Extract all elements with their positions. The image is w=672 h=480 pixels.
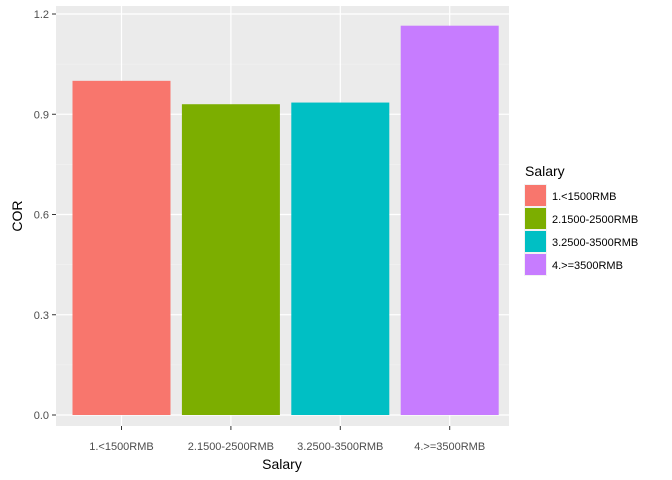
y-tick-label: 0.3	[34, 310, 49, 322]
y-axis: 0.0 0.3 0.6 0.9 1.2	[34, 9, 56, 422]
legend-label-1: 1.<1500RMB	[552, 191, 617, 203]
legend: Salary 1.<1500RMB 2.1500-2500RMB 3.2500-35…	[524, 163, 638, 276]
y-tick-label: 0.9	[34, 109, 49, 121]
legend-swatch-1	[525, 185, 546, 206]
x-tick-label: 2.1500-2500RMB	[188, 441, 274, 453]
legend-label-3: 3.2500-3500RMB	[552, 237, 638, 249]
y-tick-label: 0.0	[34, 410, 49, 422]
y-tick-label: 1.2	[34, 9, 49, 21]
x-tick-label: 1.<1500RMB	[89, 441, 154, 453]
legend-swatch-4	[525, 254, 546, 275]
bar-2	[181, 104, 280, 415]
bar-3	[291, 102, 390, 415]
bar-1	[72, 80, 171, 415]
x-tick-label: 3.2500-3500RMB	[297, 441, 383, 453]
legend-swatch-3	[525, 231, 546, 252]
legend-swatch-2	[525, 208, 546, 229]
y-tick-label: 0.6	[34, 210, 49, 222]
bars	[72, 25, 499, 416]
legend-label-2: 2.1500-2500RMB	[552, 214, 638, 226]
x-tick-label: 4.>=3500RMB	[414, 441, 485, 453]
x-axis: 1.<1500RMB 2.1500-2500RMB 3.2500-3500RMB 4.…	[89, 426, 485, 453]
x-axis-title: Salary	[262, 456, 302, 472]
legend-label-4: 4.>=3500RMB	[552, 260, 623, 272]
legend-title: Salary	[525, 163, 565, 179]
bar-4	[400, 25, 499, 416]
y-axis-title: COR	[9, 200, 25, 231]
